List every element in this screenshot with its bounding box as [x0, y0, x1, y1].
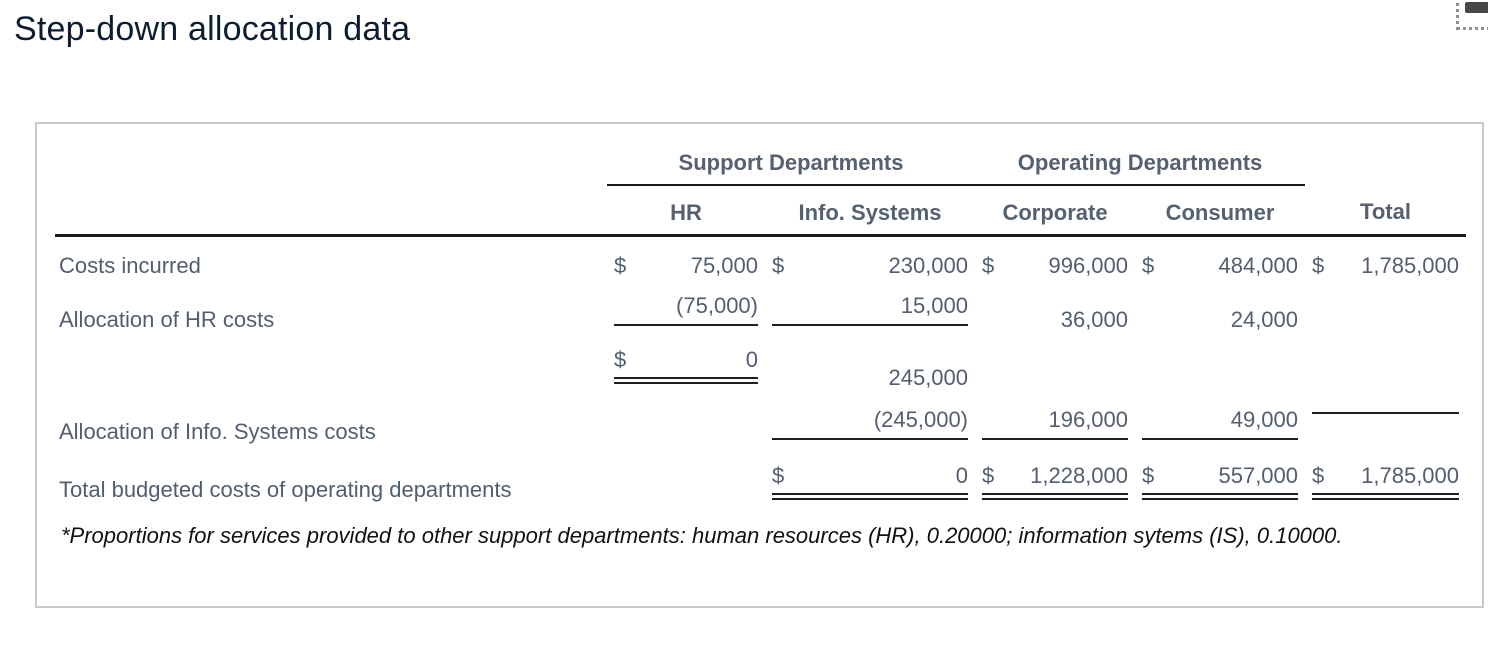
amount: 49,000: [1230, 407, 1299, 432]
cell-corporate: 36,000: [975, 289, 1135, 341]
amount: 75,000: [690, 253, 758, 278]
page-title: Step-down allocation data: [14, 10, 411, 48]
cell-hr: $75,000: [607, 236, 765, 290]
cell-corporate: $996,000: [975, 236, 1135, 290]
cell-hr: [607, 397, 765, 451]
cell-consumer: 24,000: [1135, 289, 1305, 341]
cell-info-systems: (245,000): [765, 397, 975, 451]
currency-symbol: $: [772, 253, 785, 278]
amount: 0: [955, 463, 969, 488]
amount: 1,785,000: [1361, 253, 1460, 278]
row-label: Allocation of Info. Systems costs: [59, 419, 376, 444]
cell-info-systems: $0: [765, 451, 975, 513]
cell-total: $1,785,000: [1305, 236, 1466, 290]
table-row-costs-incurred: Costs incurred $75,000 $230,000 $996,000…: [55, 236, 1466, 290]
dark-bar-icon: [1465, 2, 1488, 13]
cell-total: [1305, 289, 1466, 341]
amount: (75,000): [676, 293, 758, 318]
amount: 996,000: [1048, 253, 1129, 278]
column-header-row: HR Info. Systems Corporate Consumer Tota…: [55, 185, 1467, 237]
amount: 245,000: [888, 365, 969, 390]
amount: 36,000: [1060, 307, 1129, 332]
amount: 557,000: [1218, 463, 1299, 488]
column-header-consumer: Consumer: [1135, 185, 1306, 237]
table-row-allocation-hr: Allocation of HR costs (75,000) 15,000 3…: [55, 289, 1466, 341]
cell-info-systems: $230,000: [765, 236, 975, 290]
column-header-info-systems: Info. Systems: [765, 185, 976, 237]
row-label: [55, 341, 607, 397]
row-label: Total budgeted costs of operating depart…: [59, 477, 512, 502]
cell-hr: [607, 451, 765, 513]
allocation-data-card: Support Departments Operating Department…: [35, 122, 1484, 608]
table-row-allocation-info-systems: Allocation of Info. Systems costs (245,0…: [55, 397, 1466, 451]
column-header-total: Total: [1305, 185, 1467, 237]
cell-hr: (75,000): [607, 289, 765, 341]
table-row-total-budgeted: Total budgeted costs of operating depart…: [55, 451, 1466, 513]
amount: (245,000): [873, 407, 969, 432]
cell-total: [1305, 341, 1466, 397]
currency-symbol: $: [614, 253, 627, 278]
group-header-spacer: [55, 126, 607, 185]
column-header-spacer: [55, 185, 607, 237]
currency-symbol: $: [982, 463, 995, 488]
amount: 15,000: [900, 293, 969, 318]
currency-symbol: $: [1312, 253, 1325, 278]
group-header-support-departments: Support Departments: [607, 126, 976, 186]
currency-symbol: $: [1312, 463, 1325, 488]
cell-total: $1,785,000: [1305, 451, 1466, 513]
amount: 24,000: [1230, 307, 1299, 332]
cell-consumer: $557,000: [1135, 451, 1305, 513]
amount: 484,000: [1218, 253, 1299, 278]
cell-corporate: $1,228,000: [975, 451, 1135, 513]
cell-total: [1305, 397, 1466, 451]
cell-corporate: 196,000: [975, 397, 1135, 451]
group-header-row: Support Departments Operating Department…: [55, 126, 1466, 186]
cell-hr: $0: [607, 341, 765, 397]
cell-corporate: [975, 341, 1135, 397]
row-label: Allocation of HR costs: [59, 307, 275, 332]
currency-symbol: $: [614, 347, 627, 372]
group-header-operating-departments: Operating Departments: [975, 126, 1306, 186]
amount: 0: [745, 347, 758, 372]
cropped-selection-icon: [1456, 0, 1488, 30]
table-row-hr-subtotal: $0 245,000: [55, 341, 1466, 397]
cell-consumer: 49,000: [1135, 397, 1305, 451]
footnote: *Proportions for services provided to ot…: [61, 523, 1343, 548]
step-down-allocation-table: Support Departments Operating Department…: [55, 126, 1467, 513]
amount: 230,000: [888, 253, 969, 278]
amount: 1,228,000: [1030, 463, 1129, 488]
cell-consumer: [1135, 341, 1305, 397]
column-header-corporate: Corporate: [975, 185, 1136, 237]
currency-symbol: $: [1142, 253, 1155, 278]
amount: 1,785,000: [1361, 463, 1460, 488]
cell-info-systems: 245,000: [765, 341, 975, 397]
currency-symbol: $: [982, 253, 995, 278]
amount: 196,000: [1048, 407, 1129, 432]
cell-info-systems: 15,000: [765, 289, 975, 341]
currency-symbol: $: [772, 463, 785, 488]
column-header-hr: HR: [607, 185, 765, 237]
cell-consumer: $484,000: [1135, 236, 1305, 290]
row-label: Costs incurred: [59, 253, 201, 278]
group-header-total-spacer: [1305, 126, 1466, 185]
currency-symbol: $: [1142, 463, 1155, 488]
